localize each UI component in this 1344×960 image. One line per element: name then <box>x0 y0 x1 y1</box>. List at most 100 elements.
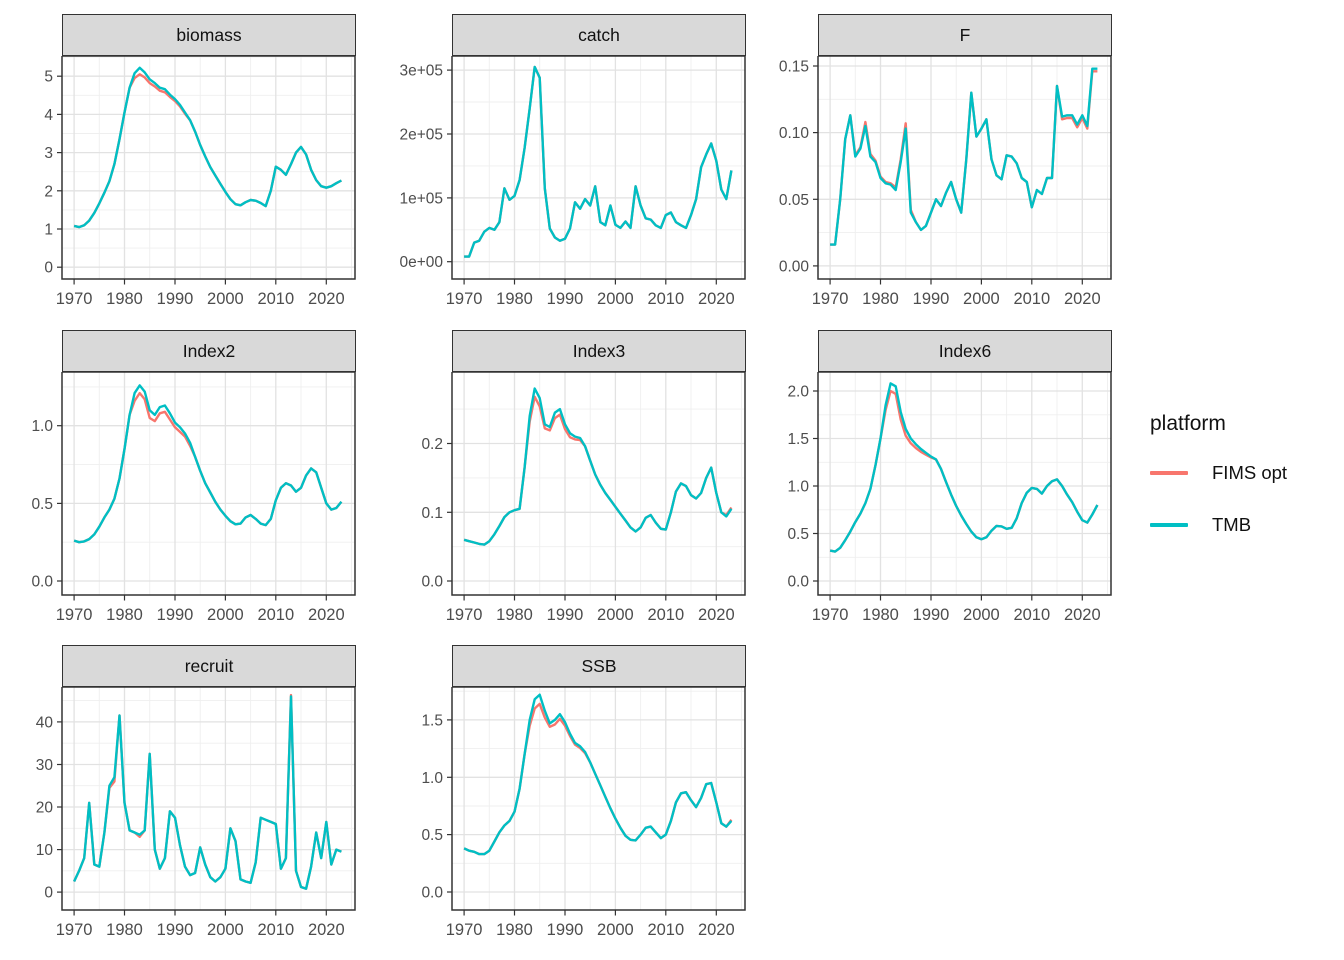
svg-text:1980: 1980 <box>106 921 143 939</box>
svg-text:2020: 2020 <box>698 921 735 939</box>
svg-text:1990: 1990 <box>157 921 194 939</box>
legend: platform FIMS opt TMB <box>1150 412 1340 566</box>
svg-text:2000: 2000 <box>207 290 244 308</box>
svg-text:1.0: 1.0 <box>787 479 809 496</box>
svg-text:3e+05: 3e+05 <box>399 63 443 80</box>
svg-text:2000: 2000 <box>597 606 634 624</box>
facet-recruit: recruit 0 10 20 30 40 1970 1980 1990 2000 2010 202… <box>0 645 356 960</box>
legend-entry-fims-opt: FIMS opt <box>1150 462 1340 484</box>
svg-text:1980: 1980 <box>862 290 899 308</box>
facet-ssb: SSB 0.0 0.5 1.0 1.5 1970 1980 1990 2000 2010 2020 <box>390 645 746 960</box>
svg-text:1980: 1980 <box>496 921 533 939</box>
svg-text:1980: 1980 <box>106 290 143 308</box>
svg-text:2000: 2000 <box>597 921 634 939</box>
svg-text:0.0: 0.0 <box>421 885 443 902</box>
svg-text:2020: 2020 <box>1064 606 1101 624</box>
svg-text:2000: 2000 <box>207 606 244 624</box>
svg-text:2000: 2000 <box>963 606 1000 624</box>
svg-text:30: 30 <box>36 757 54 774</box>
svg-text:1.5: 1.5 <box>421 712 443 729</box>
facet-panel: 0.0 0.5 1.0 1.5 2.0 1970 1980 1990 2000 2010 2020 <box>756 372 1112 650</box>
svg-text:0: 0 <box>44 885 53 902</box>
facet-index3: Index3 0.0 0.1 0.2 1970 1980 1990 2000 2010 2020 <box>390 330 746 650</box>
facet-title: Index2 <box>182 340 236 361</box>
legend-entry-tmb: TMB <box>1150 514 1340 536</box>
svg-text:2: 2 <box>44 183 53 200</box>
svg-text:1970: 1970 <box>56 606 93 624</box>
facet-title: Index3 <box>572 340 626 361</box>
facet-f: F 0.00 0.05 0.10 0.15 1970 1980 1990 2000 2010 20… <box>756 14 1112 334</box>
svg-text:0.0: 0.0 <box>31 574 53 591</box>
svg-text:2010: 2010 <box>647 606 684 624</box>
svg-text:1980: 1980 <box>496 290 533 308</box>
svg-text:1970: 1970 <box>56 921 93 939</box>
tmb-line-key-icon <box>1150 523 1188 527</box>
svg-text:2000: 2000 <box>207 921 244 939</box>
svg-text:1970: 1970 <box>56 290 93 308</box>
facet-panel: 0.0 0.1 0.2 1970 1980 1990 2000 2010 2020 <box>390 372 746 650</box>
facet-panel: 0.0 0.5 1.0 1.5 1970 1980 1990 2000 2010 2020 <box>390 687 746 960</box>
svg-text:1970: 1970 <box>812 290 849 308</box>
svg-text:2010: 2010 <box>257 921 294 939</box>
svg-text:2020: 2020 <box>698 290 735 308</box>
svg-text:1970: 1970 <box>812 606 849 624</box>
svg-text:1990: 1990 <box>547 921 584 939</box>
svg-text:1e+05: 1e+05 <box>399 190 443 207</box>
facet-panel: 0 10 20 30 40 1970 1980 1990 2000 2010 2020 <box>0 687 356 960</box>
facet-strip: Index6 <box>818 330 1112 372</box>
facet-panel: 0 1 2 3 4 5 1970 1980 1990 2000 2010 2020 <box>0 56 356 334</box>
svg-text:0.5: 0.5 <box>31 496 53 513</box>
facet-panel: 0.0 0.5 1.0 1970 1980 1990 2000 2010 2020 <box>0 372 356 650</box>
svg-text:2010: 2010 <box>1013 606 1050 624</box>
svg-text:0e+00: 0e+00 <box>399 254 443 271</box>
svg-text:1990: 1990 <box>547 290 584 308</box>
svg-text:5: 5 <box>44 69 53 86</box>
svg-text:1990: 1990 <box>547 606 584 624</box>
svg-text:1980: 1980 <box>862 606 899 624</box>
svg-text:2000: 2000 <box>963 290 1000 308</box>
legend-entry-label: FIMS opt <box>1212 462 1288 483</box>
svg-text:1.0: 1.0 <box>31 418 53 435</box>
svg-text:1970: 1970 <box>446 606 483 624</box>
facet-panel: 0e+00 1e+05 2e+05 3e+05 1970 1980 1990 2000 2010… <box>390 56 746 334</box>
svg-text:10: 10 <box>36 842 54 859</box>
facet-title: F <box>959 24 971 45</box>
facet-strip: catch <box>452 14 746 56</box>
facet-strip: Index2 <box>62 330 356 372</box>
svg-text:1970: 1970 <box>446 921 483 939</box>
facet-strip: biomass <box>62 14 356 56</box>
facet-catch: catch 0e+00 1e+05 2e+05 3e+05 1970 1980 1990 20… <box>390 14 746 334</box>
svg-text:1.0: 1.0 <box>421 770 443 787</box>
svg-text:2020: 2020 <box>308 290 345 308</box>
svg-text:2e+05: 2e+05 <box>399 127 443 144</box>
svg-text:2.0: 2.0 <box>787 384 809 401</box>
svg-text:2010: 2010 <box>257 290 294 308</box>
fims-opt-line-key-icon <box>1150 471 1188 475</box>
svg-text:1990: 1990 <box>157 606 194 624</box>
svg-text:1970: 1970 <box>446 290 483 308</box>
facet-index2: Index2 0.0 0.5 1.0 1970 1980 1990 2000 2010 2020 <box>0 330 356 650</box>
facet-title: recruit <box>184 655 234 676</box>
svg-text:0.5: 0.5 <box>421 827 443 844</box>
facet-title: SSB <box>581 655 617 676</box>
facet-strip: Index3 <box>452 330 746 372</box>
facet-title: catch <box>578 24 620 45</box>
svg-text:0.10: 0.10 <box>779 125 810 142</box>
facet-strip: SSB <box>452 645 746 687</box>
svg-text:1.5: 1.5 <box>787 431 809 448</box>
svg-text:0.05: 0.05 <box>779 192 809 209</box>
facet-index6: Index6 0.0 0.5 1.0 1.5 2.0 1970 1980 1990 2000 20… <box>756 330 1112 650</box>
svg-text:1990: 1990 <box>913 290 950 308</box>
legend-entry-label: TMB <box>1212 514 1252 535</box>
svg-text:1990: 1990 <box>913 606 950 624</box>
svg-text:1: 1 <box>44 222 53 239</box>
svg-text:0.2: 0.2 <box>421 436 443 453</box>
svg-text:20: 20 <box>36 800 54 817</box>
svg-text:0.0: 0.0 <box>787 574 809 591</box>
legend-title: platform <box>1150 412 1226 435</box>
svg-text:2010: 2010 <box>647 290 684 308</box>
facet-title: biomass <box>176 24 242 45</box>
svg-text:1990: 1990 <box>157 290 194 308</box>
svg-text:40: 40 <box>36 714 54 731</box>
svg-text:0: 0 <box>44 260 53 277</box>
